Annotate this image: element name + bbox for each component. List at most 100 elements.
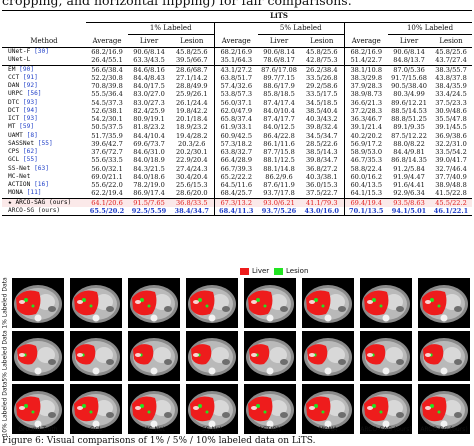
value-cell: 84.6/31.0 bbox=[133, 148, 165, 156]
value-cell: 37.5/22.7 bbox=[305, 189, 338, 198]
citation: [55] bbox=[19, 156, 38, 164]
header-average: Average bbox=[213, 34, 258, 48]
citation: [93] bbox=[19, 115, 38, 122]
value-cell: 63.8/51.7 bbox=[213, 73, 258, 82]
ct-slice-panel bbox=[70, 331, 122, 381]
value-cell: 51.4/22.7 bbox=[343, 56, 388, 66]
value-cell: 92.5/5.59 bbox=[128, 206, 170, 216]
ct-slice-panel bbox=[128, 384, 180, 434]
value-cell: 89.1/9.35 bbox=[393, 123, 425, 132]
header-liver: Liver bbox=[128, 34, 170, 48]
value-cell: 68.4/11.3 bbox=[213, 206, 258, 216]
value-cell: 46.7/35.3 bbox=[343, 156, 388, 165]
value-cell: 55.6/33.5 bbox=[91, 156, 123, 165]
value-cell: 69.4/19.4 bbox=[343, 197, 388, 207]
value-cell: 52.2/30.8 bbox=[91, 73, 123, 82]
value-cell: 39.6/42.7 bbox=[91, 139, 123, 148]
ct-slice-panel bbox=[302, 278, 354, 328]
value-cell: 41.1/79.3 bbox=[300, 197, 344, 207]
value-cell: 87.6/11.9 bbox=[263, 181, 295, 189]
value-cell: 88.6/17.9 bbox=[263, 82, 295, 90]
value-cell: 37.7/40.9 bbox=[435, 172, 467, 181]
value-cell: 38.5/40.4 bbox=[305, 106, 338, 115]
value-cell: 86.4/22.8 bbox=[263, 131, 295, 140]
method-name: CPS [62] bbox=[8, 148, 38, 155]
table-row: DCT [94] 52.6/38.1 82.4/25.9 19.8/42.2 62.0/… bbox=[2, 106, 472, 115]
value-cell: 64.1/20.6 bbox=[86, 197, 128, 207]
column-label: SS-Net bbox=[201, 426, 223, 433]
ct-slice-panel bbox=[360, 278, 412, 328]
value-cell: 80.3/4.99 bbox=[393, 90, 425, 99]
value-cell: 27.4/24.3 bbox=[175, 164, 208, 173]
method-name: MONA [11] bbox=[8, 189, 42, 197]
value-cell: 93.0/6.21 bbox=[258, 197, 300, 207]
table-row: SASSNet [55] 39.6/42.7 69.6/73.7 20.3/2.6 57… bbox=[2, 139, 472, 148]
value-cell: 83.0/27.3 bbox=[133, 98, 165, 107]
value-cell: 65.2/22.2 bbox=[213, 172, 258, 181]
value-cell: 40.3/43.2 bbox=[305, 115, 338, 123]
value-cell: 22.9/20.4 bbox=[175, 156, 208, 165]
value-cell: 40.3/38.1 bbox=[305, 172, 338, 181]
header-method: Method bbox=[2, 34, 86, 48]
method-name: SS-Net [63] bbox=[8, 164, 49, 172]
column-label: Ground Truth bbox=[18, 426, 58, 433]
method-name: SASSNet [55] bbox=[8, 139, 53, 147]
value-cell: 57.3/18.2 bbox=[213, 139, 258, 148]
header-lesion: Lesion bbox=[300, 34, 344, 48]
value-cell: 63.3/43.5 bbox=[128, 56, 170, 66]
value-cell: 65.5/20.2 bbox=[86, 206, 128, 216]
results-table: LiTS 1% Labeled 5% Labeled 10% Labeled Metho… bbox=[2, 10, 472, 216]
value-cell: 19.4/28.2 bbox=[175, 131, 208, 140]
method-name: MT [59] bbox=[8, 123, 35, 131]
value-cell: 20.2/30.1 bbox=[175, 148, 208, 156]
value-cell: 26.4/55.1 bbox=[86, 56, 128, 66]
value-cell: 50.5/37.5 bbox=[91, 123, 123, 132]
value-cell: 58.8/22.4 bbox=[343, 164, 388, 173]
value-cell: 38.3/29.8 bbox=[343, 73, 388, 82]
value-cell: 37.6/72.7 bbox=[91, 148, 123, 156]
method-name: DTC [93] bbox=[8, 98, 38, 106]
column-label: MONA bbox=[318, 426, 338, 433]
ct-slice-panel bbox=[244, 331, 296, 381]
ct-slice-panel bbox=[302, 384, 354, 434]
method-name: DAN [92] bbox=[8, 82, 38, 89]
row-label: 5% Labeled Data bbox=[0, 330, 10, 381]
table-row: UAMT [8] 51.7/35.9 84.4/10.4 19.4/28.2 60.9/… bbox=[2, 131, 472, 140]
value-cell: 87.5/12.22 bbox=[391, 131, 427, 140]
ct-slice-panel bbox=[418, 384, 470, 434]
value-cell: 39.8/34.7 bbox=[305, 156, 338, 165]
value-cell: 28.6/20.0 bbox=[175, 189, 208, 198]
value-cell: 46.1/22.1 bbox=[430, 206, 472, 216]
value-cell: 84.0/10.4 bbox=[263, 106, 295, 115]
lesion-swatch bbox=[274, 267, 283, 275]
header-blank bbox=[343, 22, 388, 35]
liver-swatch bbox=[240, 267, 249, 275]
value-cell: 36.6/21.3 bbox=[343, 98, 388, 107]
ct-slice-panel bbox=[360, 331, 412, 381]
value-cell: 89.7/7.15 bbox=[263, 73, 295, 82]
header-average: Average bbox=[86, 34, 128, 48]
ct-slice-panel bbox=[70, 278, 122, 328]
value-cell: 26.2/38.4 bbox=[305, 65, 338, 74]
citation: [30] bbox=[30, 48, 49, 55]
value-cell: 37.2/28.3 bbox=[343, 106, 388, 115]
header-blank bbox=[2, 10, 86, 23]
value-cell: 90.6/8.14 bbox=[263, 48, 295, 56]
value-cell: 62.2/19.4 bbox=[91, 189, 123, 198]
method-name: ★ ARCO-SAG (ours) bbox=[2, 197, 86, 207]
method-name: DCT [94] bbox=[8, 106, 38, 114]
legend-liver: Liver bbox=[240, 267, 269, 275]
table-row: UNet-L 26.4/55.1 63.3/43.5 39.5/66.7 35.1/64… bbox=[2, 56, 472, 66]
method-name: UNet-F [30] bbox=[8, 48, 49, 55]
citation: [11] bbox=[22, 189, 42, 197]
row-label: 10% Labeled Data bbox=[0, 381, 10, 436]
table-row: ICT [93] 54.2/30.1 80.9/19.1 20.1/18.4 65.8/… bbox=[2, 115, 472, 124]
value-cell: 33.5/17.5 bbox=[305, 90, 338, 99]
value-cell: 90.5/38.40 bbox=[391, 82, 427, 90]
value-cell: 20.3/2.6 bbox=[178, 139, 206, 148]
ct-slice-panel bbox=[12, 331, 64, 381]
ct-slice-panel bbox=[186, 384, 238, 434]
table-row: DAN [92] 70.8/39.8 84.0/17.5 28.8/49.9 57.4/… bbox=[2, 82, 472, 91]
citation: [93] bbox=[19, 98, 38, 106]
value-cell: 45.8/25.6 bbox=[305, 48, 338, 56]
